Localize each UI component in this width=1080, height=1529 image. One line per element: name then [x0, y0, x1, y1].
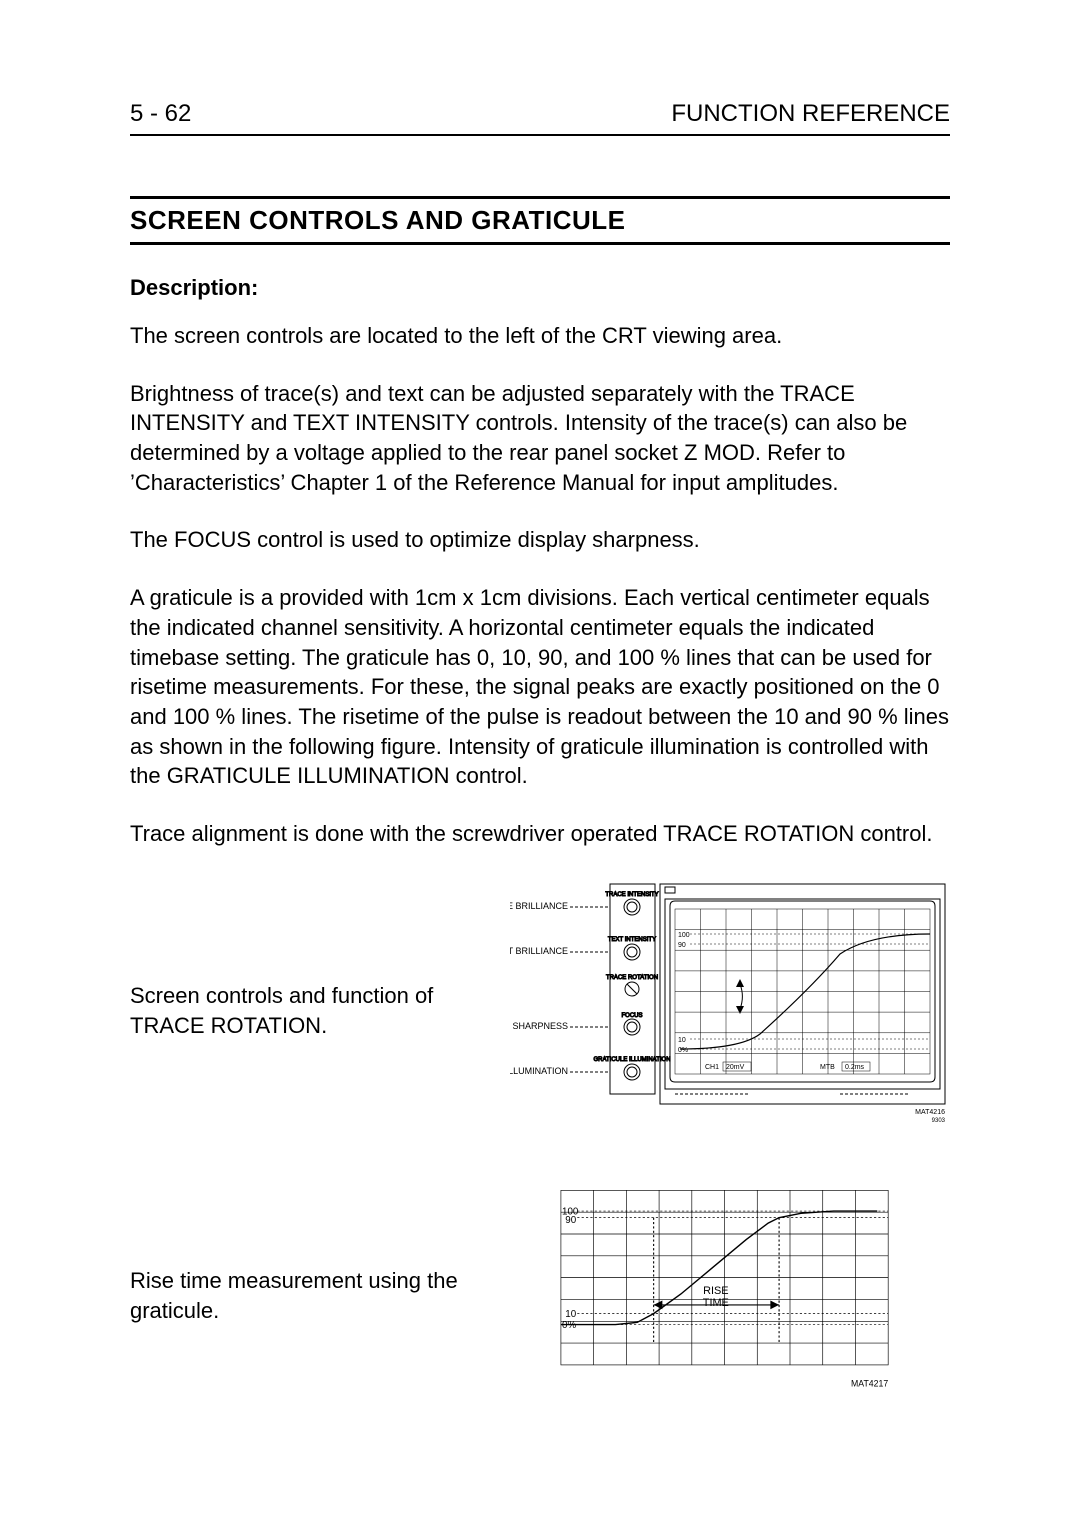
svg-text:100: 100: [678, 932, 690, 939]
svg-text:0%: 0%: [678, 1047, 688, 1054]
svg-text:10: 10: [565, 1309, 576, 1320]
svg-text:MAT4216: MAT4216: [915, 1109, 945, 1116]
para-3: The FOCUS control is used to optimize di…: [130, 525, 950, 555]
svg-text:90: 90: [678, 942, 686, 949]
para-4: A graticule is a provided with 1cm x 1cm…: [130, 583, 950, 791]
svg-text:TRACE ROTATION: TRACE ROTATION: [606, 975, 658, 981]
para-1: The screen controls are located to the l…: [130, 321, 950, 351]
svg-text:20mV: 20mV: [726, 1064, 745, 1071]
svg-text:FOCUS: FOCUS: [622, 1013, 643, 1019]
svg-text:TIME: TIME: [703, 1297, 729, 1309]
svg-text:90: 90: [565, 1215, 576, 1226]
svg-text:0.2ms: 0.2ms: [845, 1064, 865, 1071]
svg-text:DISPLAY SHARPNESS: DISPLAY SHARPNESS: [510, 1021, 568, 1031]
section-title: SCREEN CONTROLS AND GRATICULE: [130, 205, 950, 236]
svg-text:0%: 0%: [562, 1319, 576, 1330]
rule-top: [130, 196, 950, 199]
svg-text:9303: 9303: [932, 1118, 946, 1124]
svg-text:MTB: MTB: [820, 1064, 835, 1071]
rule-bottom: [130, 242, 950, 245]
svg-text:TEXT INTENSITY: TEXT INTENSITY: [608, 937, 656, 943]
header-right: FUNCTION REFERENCE: [671, 100, 950, 128]
svg-text:TEXT BRILLIANCE: TEXT BRILLIANCE: [510, 946, 568, 956]
figure1-caption: Screen controls and function of TRACE RO…: [130, 981, 510, 1040]
svg-text:CH1: CH1: [705, 1064, 719, 1071]
svg-text:RISE: RISE: [703, 1285, 728, 1297]
svg-text:TRACE INTENSITY: TRACE INTENSITY: [605, 892, 658, 898]
para-2: Brightness of trace(s) and text can be a…: [130, 379, 950, 498]
figure1-diagram: TRACE BRILLIANCE TEXT BRILLIANCE DISPLAY…: [510, 879, 950, 1139]
figure2-caption: Rise time measurement using the graticul…: [130, 1266, 550, 1325]
svg-text:GRATICULE ILLUMINATION: GRATICULE ILLUMINATION: [593, 1057, 670, 1063]
svg-text:GRATICULE ILLUMINATION: GRATICULE ILLUMINATION: [510, 1066, 568, 1076]
svg-text:MAT4217: MAT4217: [851, 1378, 888, 1388]
description-label: Description:: [130, 275, 950, 301]
page-number: 5 - 62: [130, 100, 191, 128]
para-5: Trace alignment is done with the screwdr…: [130, 819, 950, 849]
svg-text:TRACE BRILLIANCE: TRACE BRILLIANCE: [510, 901, 568, 911]
svg-text:10: 10: [678, 1037, 686, 1044]
figure2-diagram: 100 90 10 0% RISE TIME MAT4217: [550, 1184, 910, 1404]
